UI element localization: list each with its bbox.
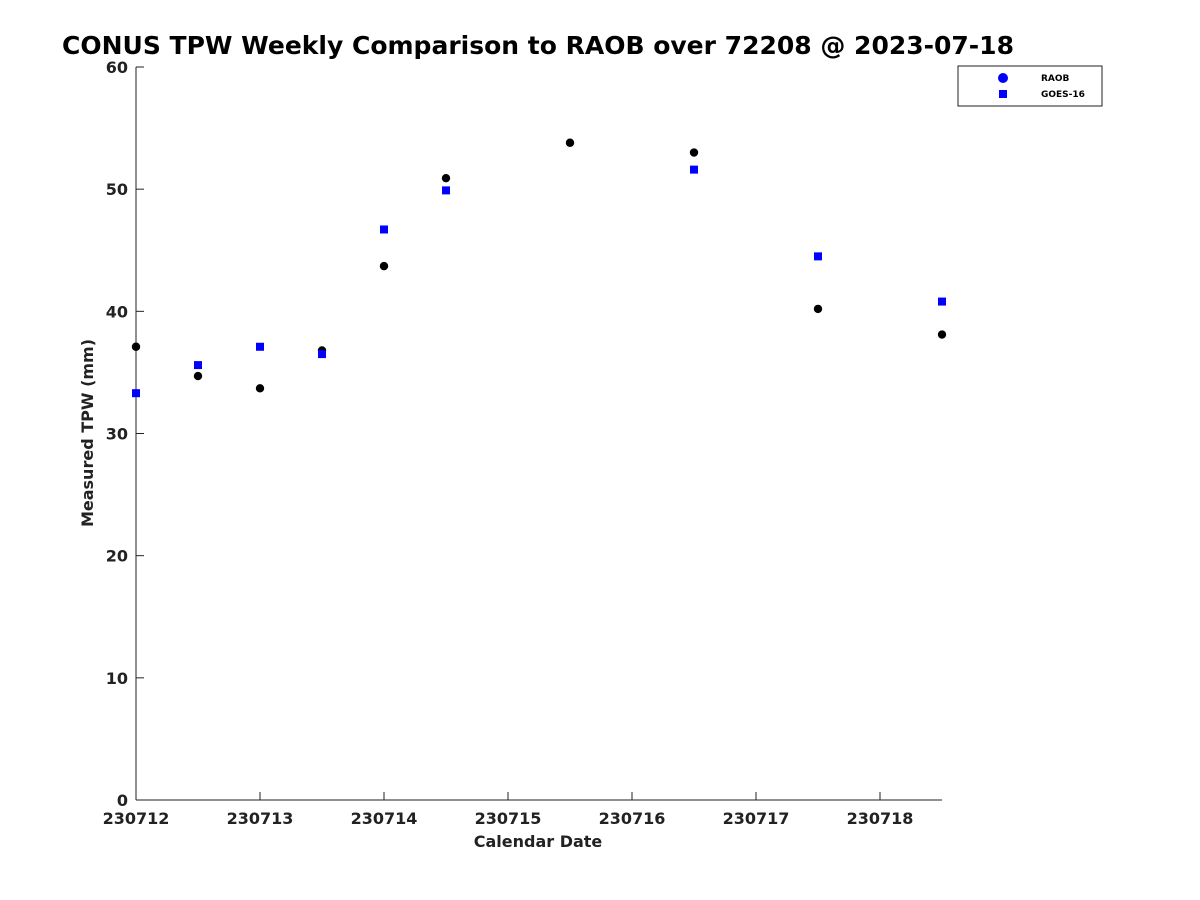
- data-point-circle: [379, 261, 389, 271]
- data-point-square: [318, 350, 326, 359]
- data-point-circle: [937, 330, 947, 339]
- data-points: [131, 138, 947, 398]
- y-ticks: 0 10 20 30 40 50 60: [106, 58, 144, 810]
- x-tick-label: 230714: [351, 809, 418, 828]
- data-point-circle: [565, 138, 575, 147]
- data-point-square: [814, 252, 822, 261]
- y-axis-label: Measured TPW (mm): [78, 339, 97, 527]
- chart-title: CONUS TPW Weekly Comparison to RAOB over…: [62, 31, 1014, 60]
- y-tick-label: 50: [106, 180, 128, 199]
- data-point-square: [442, 186, 450, 195]
- y-tick-label: 30: [106, 425, 128, 444]
- data-point-circle: [255, 384, 265, 393]
- x-tick-label: 230715: [475, 809, 542, 828]
- data-point-square: [256, 342, 264, 351]
- y-tick-label: 20: [106, 547, 128, 566]
- x-tick-label: 230718: [847, 809, 914, 828]
- data-point-circle: [813, 304, 823, 314]
- x-axis-label: Calendar Date: [474, 832, 603, 851]
- legend-label: RAOB: [1041, 74, 1070, 84]
- x-tick-label: 230716: [599, 809, 666, 828]
- data-point-square: [194, 361, 202, 370]
- legend: RAOB GOES-16: [957, 65, 1103, 107]
- series-goes-16: [132, 165, 946, 398]
- y-tick-label: 60: [106, 58, 128, 77]
- x-tick-label: 230717: [723, 809, 790, 828]
- data-point-circle: [131, 342, 141, 351]
- data-point-square: [938, 297, 946, 306]
- legend-label: GOES-16: [1041, 90, 1085, 100]
- y-tick-label: 10: [106, 669, 128, 688]
- legend-circle-marker: [998, 73, 1008, 83]
- data-point-circle: [441, 173, 451, 183]
- legend-box: [957, 65, 1103, 107]
- series-raob: [131, 138, 947, 393]
- y-tick-label: 0: [117, 791, 128, 810]
- x-tick-label: 230712: [103, 809, 170, 828]
- data-point-circle: [193, 371, 203, 381]
- data-point-square: [380, 225, 388, 234]
- plot-axes: [135, 67, 942, 801]
- x-ticks: 230712 230713 230714 230715 230716 230717 2307…: [103, 792, 914, 828]
- legend-square-marker: [999, 90, 1007, 98]
- y-tick-label: 40: [106, 302, 128, 321]
- data-point-circle: [689, 148, 699, 157]
- x-tick-label: 230713: [227, 809, 294, 828]
- data-point-square: [690, 165, 698, 174]
- data-point-square: [132, 389, 140, 398]
